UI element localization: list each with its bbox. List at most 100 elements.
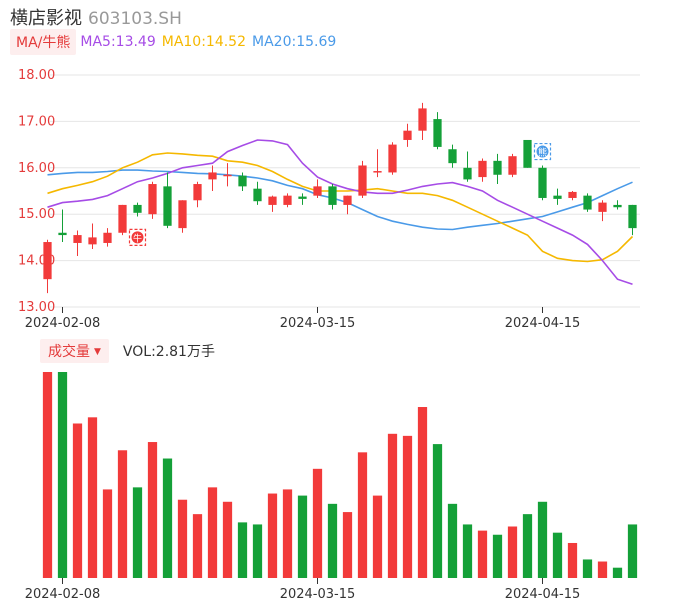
candle-up [598,200,607,222]
marker-label: 熊 [538,147,547,159]
stock-title: 横店影视 603103.SH [10,4,182,30]
candle-up [268,195,277,212]
candle-up [43,239,52,294]
price-tick-label: 15.00 [18,207,55,222]
volume-bar [477,530,488,578]
price-date-label: 2024-02-08 [25,316,101,331]
candle-up [568,191,577,201]
candle-body [118,204,127,233]
marker-frame [128,228,147,246]
volume-bar [162,458,173,578]
candle-up [118,204,127,236]
candle-body [553,195,562,199]
price-tick-label: 17.00 [18,114,55,129]
price-date-label: 2024-03-15 [280,316,356,331]
candle-up [478,158,487,182]
candle-body [388,144,397,173]
stock-name: 横店影视 [10,8,82,29]
candle-body [298,196,307,199]
volume-bar [627,524,638,578]
candle-body [373,171,382,173]
volume-bar [582,559,593,578]
marker-dot [131,231,144,244]
volume-bar [417,407,428,578]
candle-body [433,119,442,147]
candle-down [448,144,457,168]
ma10-legend: MA10:14.52 [161,34,247,50]
candle-down [613,200,622,210]
price-tick-label: 16.00 [18,161,55,176]
candle-up [73,230,82,256]
candle-body [538,167,547,198]
volume-bar [177,499,188,578]
candle-body [208,172,217,180]
candle-down [433,112,442,150]
candle-up [103,228,112,247]
marker-dot [536,145,549,158]
candle-body [178,200,187,229]
volume-bar [507,526,518,578]
candle-body [193,184,202,201]
volume-bar [432,444,443,578]
price-date-label: 2024-04-15 [505,316,581,331]
candle-body [283,195,292,205]
volume-bar [537,501,548,578]
volume-bar [597,561,608,578]
volume-bar [297,495,308,578]
candle-down [553,188,562,205]
volume-legend: 成交量 ▼ VOL:2.81万手 [40,339,215,363]
candle-body [568,191,577,198]
ma5-line [47,139,633,286]
candle-body [223,174,232,177]
candle-down [328,184,337,210]
volume-bar [492,534,503,578]
candle-body [328,186,337,205]
volume-bar [522,514,533,578]
volume-bar [207,487,218,578]
candle-body [358,165,367,196]
candle-body [598,202,607,212]
volume-bar [612,567,623,578]
volume-bar [87,417,98,578]
candle-up [388,142,397,175]
volume-bar [132,487,143,578]
price-tick-label: 13.00 [18,300,55,315]
volume-bar [117,450,128,578]
candle-body [148,184,157,215]
volume-date-label: 2024-02-08 [25,587,101,602]
candle-body [613,204,622,208]
volume-bar [282,489,293,578]
candle-body [133,204,142,213]
volume-bar [552,532,563,578]
ma-indicator-selector[interactable]: MA/牛熊 [10,29,77,55]
candle-body [238,175,247,187]
candle-up [208,165,217,191]
candle-body [583,195,592,210]
candle-body [403,130,412,140]
volume-bar [102,489,113,578]
candle-body [493,160,502,175]
candle-up [148,181,157,219]
volume-bar [357,452,368,578]
candle-body [43,242,52,280]
volume-bar [42,372,53,578]
signal-marker: 熊 [533,142,552,161]
candle-up [358,160,367,198]
candle-body [463,167,472,180]
volume-bar [222,501,233,578]
candle-body [448,149,457,164]
volume-date-label: 2024-03-15 [280,587,356,602]
candle-body [343,195,352,205]
candle-down [583,193,592,212]
volume-indicator-selector[interactable]: 成交量 ▼ [40,339,109,363]
volume-bar [447,503,458,578]
candle-body [103,232,112,243]
candle-up [418,102,427,140]
stock-code: 603103.SH [88,9,182,29]
volume-bar [567,542,578,578]
ma-legend: MA/牛熊 MA5:13.49 MA10:14.52 MA20:15.69 [10,29,342,55]
candle-body [253,188,262,202]
candle-down [298,193,307,205]
